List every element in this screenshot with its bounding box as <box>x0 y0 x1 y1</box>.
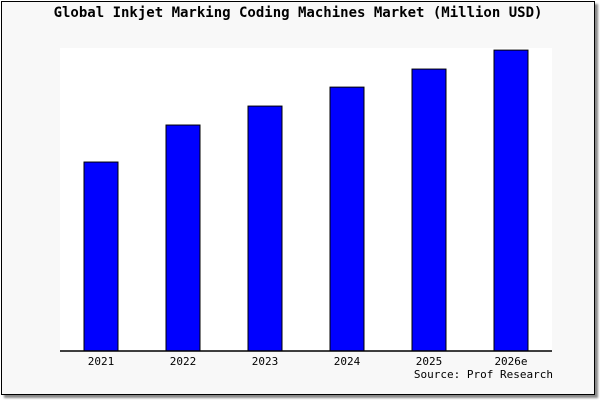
source-note: Source: Prof Research <box>413 368 553 381</box>
plot-area <box>60 48 552 351</box>
x-tick-label: 2026e <box>494 355 527 368</box>
bar-2026e <box>493 49 529 352</box>
bar-2022 <box>165 124 201 352</box>
x-tick-label: 2024 <box>334 355 361 368</box>
x-tick-label: 2023 <box>252 355 279 368</box>
chart-title: Global Inkjet Marking Coding Machines Ma… <box>53 5 543 21</box>
bar-2023 <box>247 105 283 352</box>
bar-2025 <box>411 68 447 352</box>
bar-2024 <box>329 86 365 352</box>
bar-2021 <box>83 161 119 352</box>
x-tick-label: 2025 <box>416 355 443 368</box>
x-tick-label: 2022 <box>170 355 197 368</box>
x-tick-label: 2021 <box>88 355 115 368</box>
